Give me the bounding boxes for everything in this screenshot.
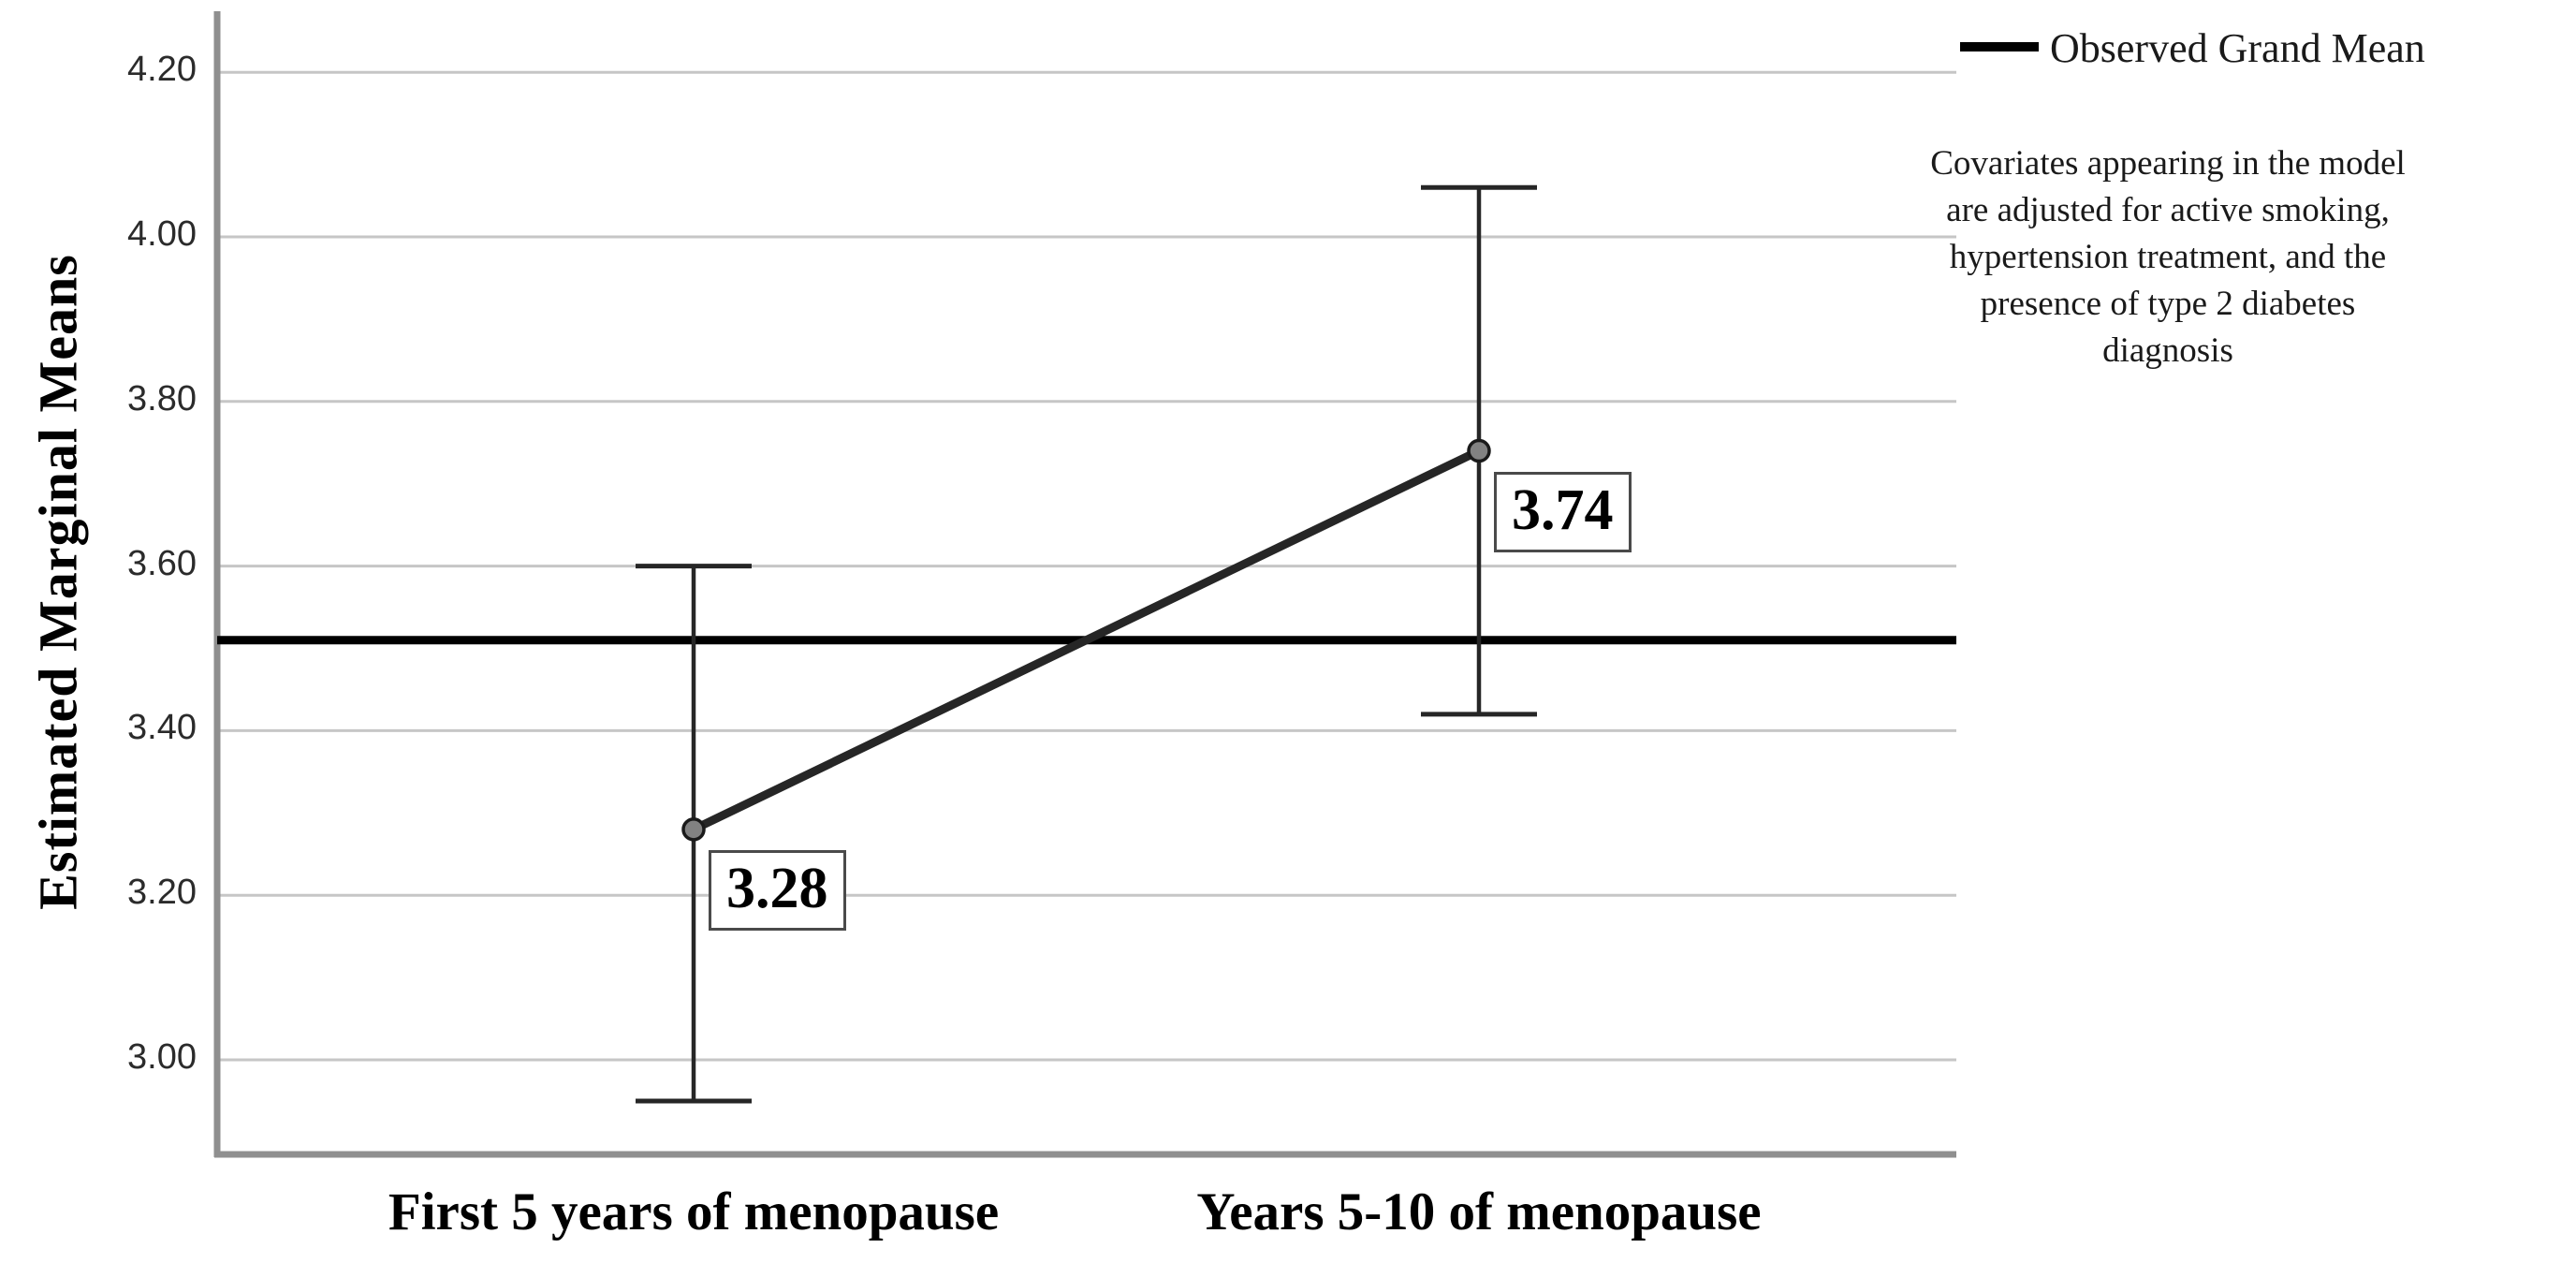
y-tick-label: 3.80 bbox=[127, 378, 197, 419]
legend-label: Observed Grand Mean bbox=[2050, 25, 2425, 71]
y-tick-label: 3.40 bbox=[127, 708, 197, 748]
y-tick-label: 3.60 bbox=[127, 543, 197, 583]
series-line bbox=[692, 447, 1481, 833]
y-tick-label: 4.00 bbox=[127, 214, 197, 254]
data-point-marker bbox=[1467, 438, 1491, 463]
x-category-label: First 5 years of menopause bbox=[388, 1182, 1000, 1241]
point-value-label: 3.28 bbox=[709, 849, 846, 932]
grand-mean-line-swatch bbox=[1960, 42, 2039, 51]
point-value-label: 3.74 bbox=[1494, 471, 1632, 552]
y-tick-label: 3.20 bbox=[127, 873, 197, 913]
data-point-marker bbox=[681, 817, 706, 842]
y-tick-label: 3.00 bbox=[127, 1037, 197, 1077]
y-tick-label: 4.20 bbox=[127, 50, 197, 90]
covariates-note: Covariates appearing in the model are ad… bbox=[1930, 144, 2406, 370]
x-category-label: Years 5-10 of menopause bbox=[1196, 1182, 1762, 1241]
